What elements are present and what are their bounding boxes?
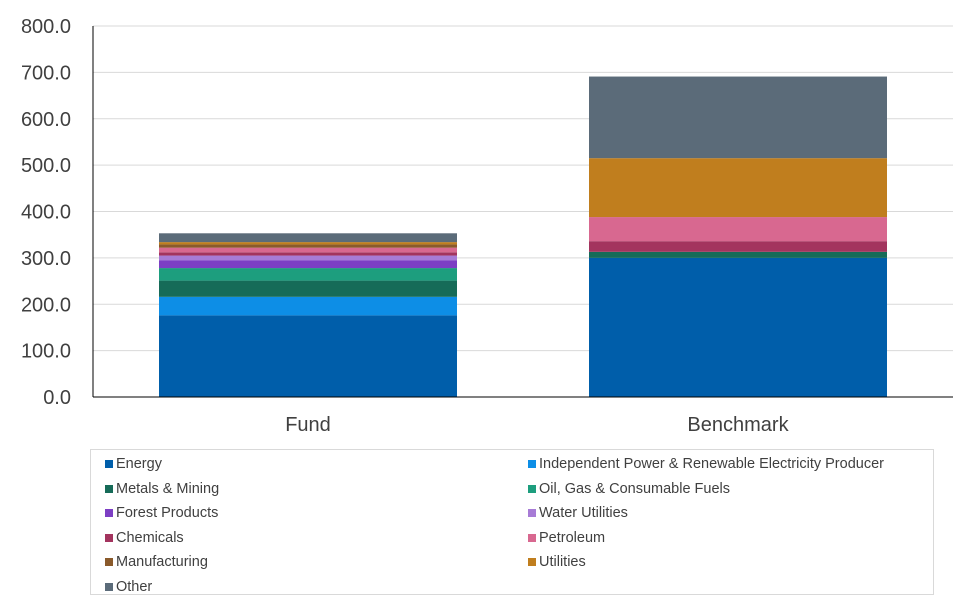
bar-segment-energy: [159, 315, 457, 397]
legend-item: Oil, Gas & Consumable Fuels: [528, 477, 948, 502]
legend-item: Independent Power & Renewable Electricit…: [528, 452, 948, 477]
stacked-bar-chart: 0.0 100.0 200.0 300.0 400.0 500.0 600.0 700.0 80…: [0, 0, 966, 449]
y-tick-label: 700.0: [21, 62, 71, 84]
legend-item: Metals & Mining: [105, 477, 528, 502]
y-tick-label: 500.0: [21, 155, 71, 177]
legend-label: Forest Products: [116, 505, 218, 521]
legend-swatch: [105, 583, 113, 591]
legend-item: Chemicals: [105, 526, 528, 551]
legend-swatch: [528, 509, 536, 517]
y-tick-label: 0.0: [43, 387, 71, 409]
legend-swatch: [105, 534, 113, 542]
legend-swatch: [105, 509, 113, 517]
legend-label: Water Utilities: [539, 505, 628, 521]
bar-segment-petroleum: [589, 217, 887, 241]
bar-segment-utilities: [589, 158, 887, 217]
y-tick-label: 800.0: [21, 16, 71, 38]
legend-item: Petroleum: [528, 526, 948, 551]
bar-segment-energy: [589, 258, 887, 397]
legend-label: Utilities: [539, 554, 586, 570]
legend-label: Energy: [116, 456, 162, 472]
category-label: Fund: [285, 414, 331, 436]
legend-item: Utilities: [528, 550, 948, 575]
legend-item: Water Utilities: [528, 501, 948, 526]
legend-label: Petroleum: [539, 530, 605, 546]
y-tick-label: 400.0: [21, 202, 71, 224]
y-tick-label: 600.0: [21, 109, 71, 131]
bar-segment-water-utilities: [159, 256, 457, 261]
legend-label: Other: [116, 579, 152, 595]
y-tick-label: 100.0: [21, 341, 71, 363]
legend-swatch: [105, 460, 113, 468]
bar-segment-chemicals: [159, 252, 457, 255]
bar-segment-metals-mining: [589, 252, 887, 258]
bar-segment-other: [589, 77, 887, 159]
legend-label: Metals & Mining: [116, 481, 219, 497]
bar-segment-metals-mining: [159, 281, 457, 297]
category-label: Benchmark: [687, 414, 789, 436]
bar-segment-oil-gas-consumable-fuels: [159, 268, 457, 281]
legend-swatch: [105, 485, 113, 493]
legend-label: Oil, Gas & Consumable Fuels: [539, 481, 730, 497]
legend-swatch: [528, 558, 536, 566]
bar-segment-independent-power-renewable-electricity-producer: [159, 297, 457, 316]
y-tick-label: 300.0: [21, 248, 71, 270]
legend-label: Independent Power & Renewable Electricit…: [539, 456, 884, 472]
bar-segment-petroleum: [159, 248, 457, 253]
y-tick-label: 200.0: [21, 294, 71, 316]
legend-label: Manufacturing: [116, 554, 208, 570]
bar-segment-manufacturing: [159, 244, 457, 247]
legend-item: Forest Products: [105, 501, 528, 526]
legend-swatch: [528, 534, 536, 542]
legend: Energy Independent Power & Renewable Elec…: [90, 449, 934, 595]
legend-label: Chemicals: [116, 530, 184, 546]
legend-swatch: [528, 460, 536, 468]
legend-item: Energy: [105, 452, 528, 477]
bar-segment-forest-products: [159, 260, 457, 268]
bar-segment-utilities: [159, 242, 457, 244]
legend-item: Manufacturing: [105, 550, 528, 575]
bar-segment-other: [159, 233, 457, 242]
bar-segment-chemicals: [589, 241, 887, 252]
legend-swatch: [528, 485, 536, 493]
legend-item: Other: [105, 575, 528, 599]
legend-swatch: [105, 558, 113, 566]
